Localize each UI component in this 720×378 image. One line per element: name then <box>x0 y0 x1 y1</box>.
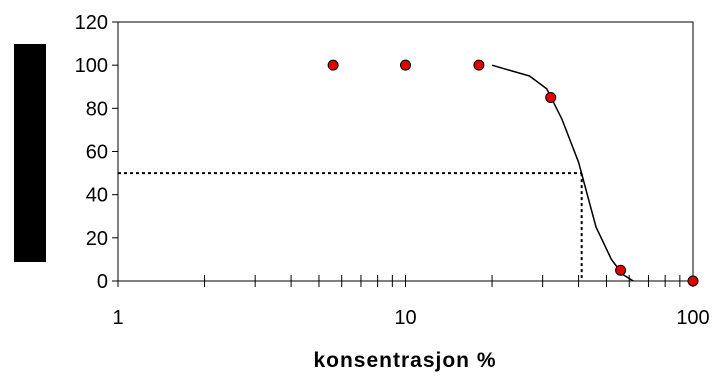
y-tick-label: 0 <box>97 271 108 293</box>
data-point <box>615 264 627 276</box>
x-tick-label: 100 <box>676 307 709 329</box>
data-point <box>545 92 557 104</box>
x-axis-label: konsentrasjon % <box>313 349 496 372</box>
reference-lines <box>118 172 583 281</box>
y-tick-label: 20 <box>86 228 108 250</box>
y-tick-label: 100 <box>75 55 108 77</box>
data-points <box>327 59 699 287</box>
y-tick-label: 120 <box>75 12 108 34</box>
y-axis: 0 20 40 60 80 100 120 <box>75 12 118 293</box>
data-point <box>327 59 339 71</box>
y-tick-label: 40 <box>86 185 108 207</box>
data-point <box>687 275 699 287</box>
x-tick-label: 10 <box>394 307 416 329</box>
y-tick-label: 80 <box>86 98 108 120</box>
x-tick-label: 1 <box>112 307 123 329</box>
y-tick-label: 60 <box>86 142 108 164</box>
ylabel-block <box>14 44 46 262</box>
data-point <box>473 59 485 71</box>
x-axis: 1 10 100 <box>112 275 710 329</box>
data-point <box>400 59 411 71</box>
